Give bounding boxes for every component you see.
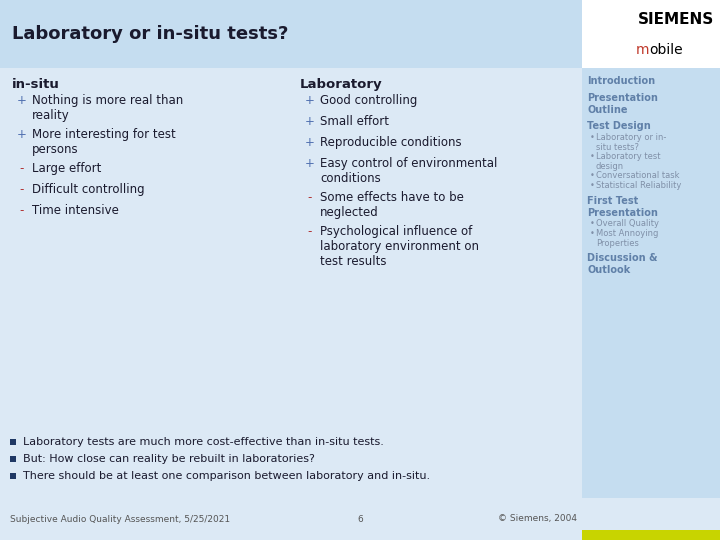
Text: in-situ: in-situ xyxy=(12,78,60,91)
Text: Conversational task: Conversational task xyxy=(596,171,680,180)
Text: -: - xyxy=(20,183,24,196)
Text: -: - xyxy=(308,191,312,204)
Text: -: - xyxy=(20,162,24,175)
Text: +: + xyxy=(305,157,315,170)
Text: Psychological influence of
laboratory environment on
test results: Psychological influence of laboratory en… xyxy=(320,225,479,268)
Text: •: • xyxy=(590,219,595,228)
Bar xyxy=(582,530,720,540)
Text: Easy control of environmental
conditions: Easy control of environmental conditions xyxy=(320,157,498,185)
Text: •: • xyxy=(590,152,595,161)
Bar xyxy=(582,68,720,498)
Text: +: + xyxy=(17,94,27,107)
Text: SIEMENS: SIEMENS xyxy=(638,12,714,28)
Text: Difficult controlling: Difficult controlling xyxy=(32,183,145,196)
Text: Statistical Reliability: Statistical Reliability xyxy=(596,181,681,190)
Text: Test Design: Test Design xyxy=(587,121,651,131)
Text: m: m xyxy=(636,43,649,57)
Text: +: + xyxy=(305,94,315,107)
Text: There should be at least one comparison between laboratory and in-situ.: There should be at least one comparison … xyxy=(23,471,430,481)
Text: •: • xyxy=(590,171,595,180)
Text: Subjective Audio Quality Assessment, 5/25/2021: Subjective Audio Quality Assessment, 5/2… xyxy=(10,515,230,523)
Bar xyxy=(0,0,582,68)
Text: First Test
Presentation: First Test Presentation xyxy=(587,196,658,218)
Text: Laboratory or in-situ tests?: Laboratory or in-situ tests? xyxy=(12,25,289,43)
Bar xyxy=(10,439,16,445)
Text: Small effort: Small effort xyxy=(320,115,389,128)
Text: Nothing is more real than
reality: Nothing is more real than reality xyxy=(32,94,184,122)
Text: Large effort: Large effort xyxy=(32,162,102,175)
Text: Laboratory: Laboratory xyxy=(300,78,382,91)
Text: Reproducible conditions: Reproducible conditions xyxy=(320,136,462,149)
Text: -: - xyxy=(308,225,312,238)
Text: Introduction: Introduction xyxy=(587,76,655,86)
Text: Laboratory tests are much more cost-effective than in-situ tests.: Laboratory tests are much more cost-effe… xyxy=(23,437,384,447)
Text: © Siemens, 2004: © Siemens, 2004 xyxy=(498,515,577,523)
Text: Laboratory or in-
situ tests?: Laboratory or in- situ tests? xyxy=(596,133,667,152)
Text: Overall Quality: Overall Quality xyxy=(596,219,659,228)
Text: Some effects have to be
neglected: Some effects have to be neglected xyxy=(320,191,464,219)
Text: obile: obile xyxy=(649,43,683,57)
Text: +: + xyxy=(305,136,315,149)
Bar xyxy=(0,498,720,540)
Text: +: + xyxy=(17,128,27,141)
Text: But: How close can reality be rebuilt in laboratories?: But: How close can reality be rebuilt in… xyxy=(23,454,315,464)
Text: Time intensive: Time intensive xyxy=(32,204,119,217)
Text: •: • xyxy=(590,181,595,190)
Text: Good controlling: Good controlling xyxy=(320,94,418,107)
Bar xyxy=(10,473,16,479)
Text: +: + xyxy=(305,115,315,128)
Text: Discussion &
Outlook: Discussion & Outlook xyxy=(587,253,657,275)
Text: More interesting for test
persons: More interesting for test persons xyxy=(32,128,176,156)
Bar xyxy=(582,0,720,68)
Bar xyxy=(10,456,16,462)
Text: Most Annoying
Properties: Most Annoying Properties xyxy=(596,229,658,248)
Text: Laboratory test
design: Laboratory test design xyxy=(596,152,660,171)
Text: Presentation
Outline: Presentation Outline xyxy=(587,93,658,114)
Text: -: - xyxy=(20,204,24,217)
Text: •: • xyxy=(590,133,595,142)
Text: •: • xyxy=(590,229,595,238)
Text: 6: 6 xyxy=(357,515,363,523)
